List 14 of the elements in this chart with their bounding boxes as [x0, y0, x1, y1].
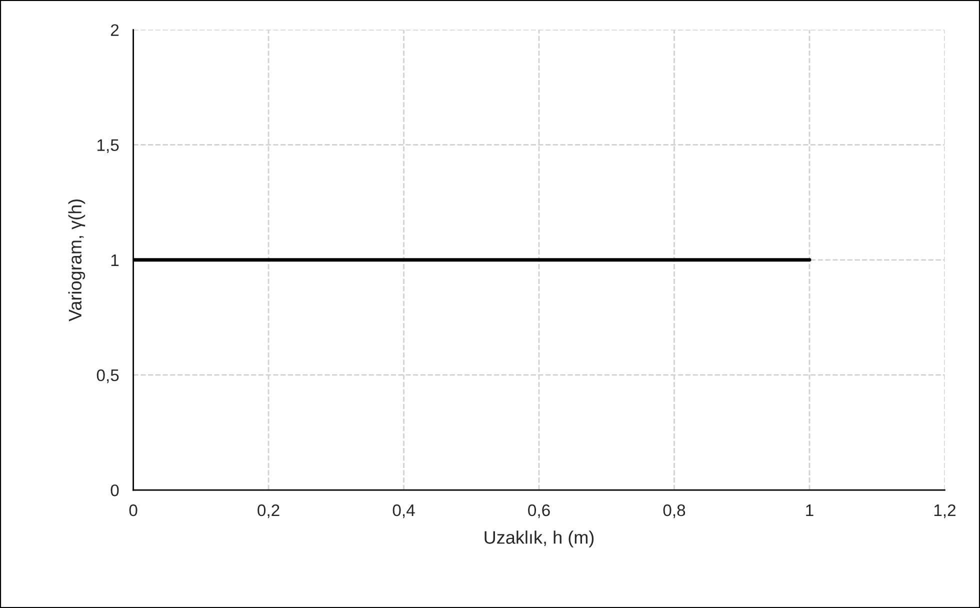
- y-tick-label: 0: [110, 484, 119, 496]
- x-tick-label: 0,2: [258, 504, 280, 518]
- y-tick-label: 2: [110, 24, 119, 36]
- x-tick-label: 0,6: [528, 504, 550, 518]
- y-tick-label: 1: [111, 254, 119, 266]
- x-tick-label: 1: [806, 504, 814, 516]
- y-axis-title: Variogram, γ(h): [68, 199, 86, 322]
- x-tick-label: 1,2: [934, 504, 956, 518]
- x-tick-label: 0,4: [392, 504, 415, 518]
- x-tick-label: 0: [129, 504, 138, 516]
- x-axis-title: Uzaklık, h (m): [484, 530, 594, 548]
- y-tick-label: 1,5: [97, 139, 119, 154]
- x-tick-label: 0,8: [663, 504, 686, 518]
- y-tick-label: 0,5: [96, 369, 119, 384]
